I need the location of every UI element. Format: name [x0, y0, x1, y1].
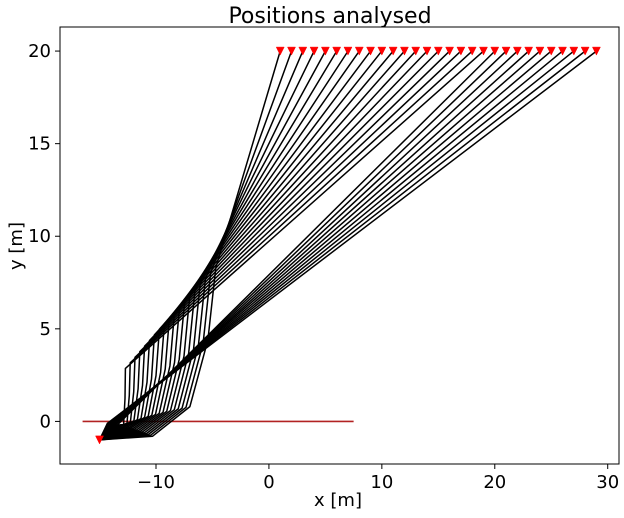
y-tick-label: 15 [28, 134, 51, 155]
x-tick-label: −10 [137, 472, 175, 493]
receiver-marker [592, 46, 601, 56]
receiver-marker [309, 46, 319, 56]
receiver-marker [558, 46, 567, 56]
receiver-marker [422, 46, 432, 56]
receiver-marker [388, 46, 398, 56]
ray-path [98, 50, 541, 441]
ray-path [99, 50, 315, 441]
x-axis-label: x [m] [314, 490, 362, 511]
ray-path [99, 50, 428, 441]
chart-title: Positions analysed [228, 4, 431, 29]
x-tick-label: 20 [483, 472, 506, 493]
receiver-marker [501, 46, 511, 56]
plot-area [82, 46, 601, 445]
ray-path [99, 50, 484, 441]
ray-path [98, 50, 586, 441]
ray-path [99, 50, 372, 441]
y-tick-label: 10 [28, 226, 51, 247]
ray-path [99, 50, 417, 441]
y-axis: 0 5 10 15 20 [28, 41, 60, 432]
y-tick-label: 20 [28, 41, 51, 62]
receiver-marker [512, 46, 522, 56]
plot-frame [59, 26, 620, 465]
receiver-marker [400, 46, 409, 56]
y-tick-label: 0 [40, 411, 51, 432]
receiver-marker [377, 46, 387, 56]
ray-paths [98, 50, 597, 441]
y-axis-label: y [m] [6, 222, 27, 270]
receiver-marker [445, 46, 455, 56]
ray-path [99, 50, 451, 441]
ray-path [99, 50, 394, 441]
receiver-marker [411, 46, 421, 56]
receiver-marker [456, 46, 466, 56]
receiver-marker [580, 46, 590, 56]
receiver-marker [467, 46, 477, 56]
receiver-marker [535, 46, 545, 56]
ray-path [99, 50, 383, 441]
source-marker [95, 435, 104, 445]
ray-path [99, 50, 462, 441]
receiver-marker [275, 46, 285, 56]
markers [95, 46, 601, 445]
ray-path [99, 50, 360, 441]
receiver-marker [343, 46, 353, 56]
receiver-marker [479, 46, 488, 56]
ray-path [98, 50, 530, 441]
ray-path [99, 50, 338, 441]
receiver-marker [524, 46, 534, 56]
receiver-marker [332, 46, 342, 56]
receiver-marker [433, 46, 443, 56]
ray-path [98, 50, 597, 441]
ray-path [99, 50, 349, 441]
receiver-marker [366, 46, 375, 56]
ray-path [99, 50, 405, 441]
receiver-marker [569, 46, 579, 56]
x-axis: −10 0 10 20 30 [137, 464, 619, 493]
y-tick-label: 5 [40, 319, 51, 340]
receiver-marker [354, 46, 364, 56]
x-tick-label: 0 [263, 472, 274, 493]
x-tick-label: 10 [370, 472, 393, 493]
x-tick-label: 30 [596, 472, 619, 493]
receiver-marker [490, 46, 500, 56]
receiver-marker [287, 46, 296, 56]
receiver-marker [298, 46, 308, 56]
receiver-marker [546, 46, 556, 56]
receiver-marker [320, 46, 330, 56]
